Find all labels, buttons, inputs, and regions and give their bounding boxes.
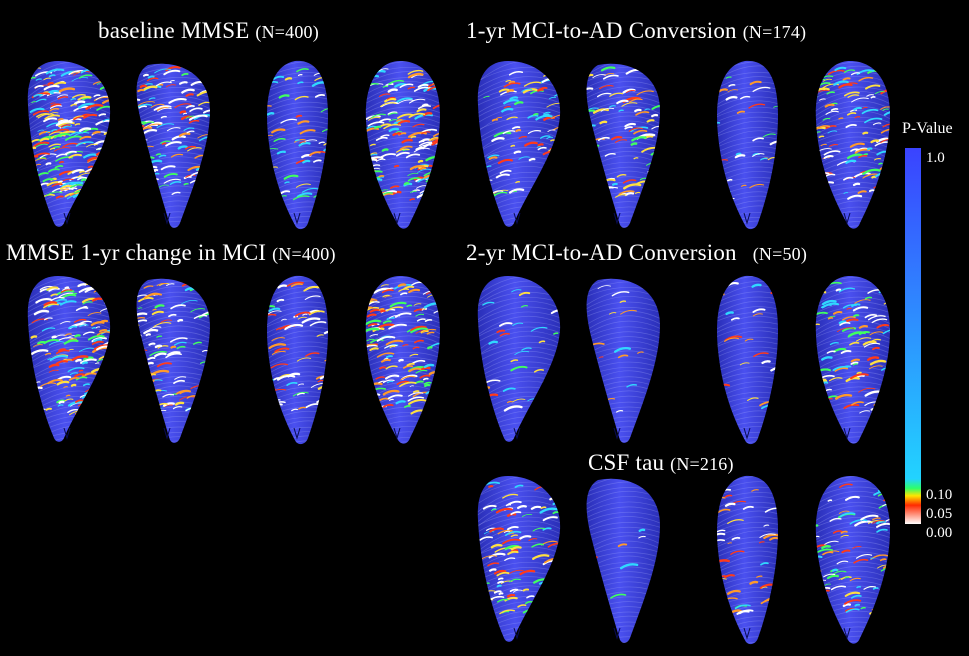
surface-body bbox=[586, 63, 660, 228]
surface-body bbox=[477, 276, 561, 442]
colorbar-tick-1: 1.0 bbox=[926, 150, 945, 166]
panel-sample-size: (N=50) bbox=[752, 244, 808, 264]
surface-body bbox=[136, 63, 210, 228]
panel-sample-size: (N=174) bbox=[742, 22, 807, 42]
hippocampus-view bbox=[365, 61, 440, 229]
panel-title-text: baseline MMSE bbox=[98, 18, 250, 43]
panel-sample-size: (N=216) bbox=[670, 454, 734, 474]
panel-title-text: 1-yr MCI-to-AD Conversion bbox=[466, 18, 737, 43]
hippocampus-view bbox=[477, 476, 561, 642]
hippocampus-view bbox=[365, 276, 440, 444]
panel-title-mci-ad-1yr: 1-yr MCI-to-AD Conversion (N=174) bbox=[466, 18, 806, 44]
colorbar-tick-0-00: 0.00 bbox=[926, 525, 953, 541]
hippocampus-view bbox=[136, 63, 210, 228]
hippocampus-view bbox=[27, 61, 111, 227]
surface-body bbox=[477, 476, 561, 642]
colorbar-fill bbox=[905, 148, 921, 524]
hippocampus-view bbox=[815, 61, 890, 229]
hippocampus-view bbox=[136, 278, 210, 443]
panel-sample-size: (N=400) bbox=[255, 22, 319, 42]
hippocampus-view bbox=[815, 476, 890, 644]
hippocampus-view bbox=[267, 60, 328, 230]
hippocampus-view bbox=[267, 275, 328, 445]
hippocampus-view bbox=[717, 475, 778, 645]
panel-title-text: 2-yr MCI-to-AD Conversion bbox=[466, 240, 737, 265]
surface-body bbox=[815, 476, 890, 644]
hippocampus-view bbox=[477, 276, 561, 442]
hippocampus-view bbox=[815, 276, 890, 444]
colorbar bbox=[905, 148, 921, 524]
colorbar-tick-0-10: 0.10 bbox=[926, 487, 953, 503]
surface-body bbox=[136, 278, 210, 443]
hippocampus-view bbox=[586, 478, 660, 643]
surface-body bbox=[717, 60, 778, 230]
panel-title-mmse-change: MMSE 1-yr change in MCI (N=400) bbox=[6, 240, 336, 266]
hippocampus-view bbox=[477, 61, 561, 227]
surface-body bbox=[267, 275, 328, 445]
panel-sample-size: (N=400) bbox=[272, 244, 336, 264]
hippocampus-view bbox=[717, 60, 778, 230]
panel-title-mci-ad-2yr: 2-yr MCI-to-AD Conversion (N=50) bbox=[466, 240, 807, 266]
hippocampus-view bbox=[586, 278, 660, 443]
surface-body bbox=[717, 275, 778, 445]
panel-title-text: MMSE 1-yr change in MCI bbox=[6, 240, 267, 265]
surface-body bbox=[267, 60, 328, 230]
panel-title-csf-tau: CSF tau (N=216) bbox=[588, 450, 734, 476]
panel-title-text: CSF tau bbox=[588, 450, 665, 475]
surface-body bbox=[477, 61, 561, 227]
hippocampus-view bbox=[27, 276, 111, 442]
hippocampus-view bbox=[717, 275, 778, 445]
panel-title-baseline-mmse: baseline MMSE (N=400) bbox=[98, 18, 319, 44]
hippocampus-view bbox=[586, 63, 660, 228]
surface-body bbox=[586, 278, 660, 443]
surface-body bbox=[365, 61, 440, 229]
colorbar-tick-0-05: 0.05 bbox=[926, 506, 953, 522]
colorbar-title: P-Value bbox=[902, 120, 953, 137]
surface-body bbox=[586, 478, 660, 643]
